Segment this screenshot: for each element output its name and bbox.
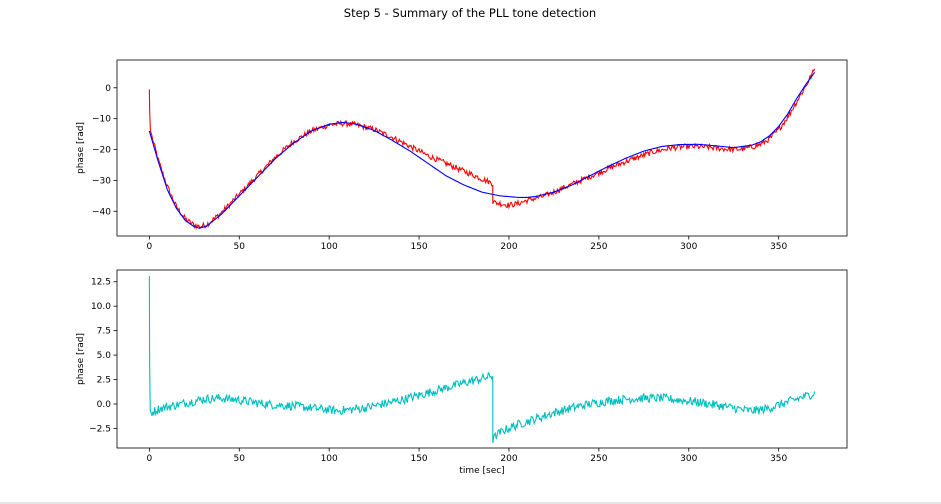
x-tick-label: 0: [146, 242, 152, 252]
x-tick-label: 50: [234, 454, 246, 464]
y-tick-label: 12.5: [91, 278, 111, 288]
bottom-phase-residual-plot: 0 50 100 150 200 250 300 350 −2.5 0.0 2.5 5.0 7.5 10.…: [76, 269, 848, 476]
axes-frame: [116, 59, 848, 237]
axes-frame: [116, 269, 848, 449]
y-tick-label: 2.5: [97, 376, 111, 386]
x-tick-label: 150: [410, 454, 427, 464]
x-axis-label: time [sec]: [459, 466, 504, 476]
series-line-0: [148, 68, 816, 230]
x-tick-label: 250: [590, 454, 607, 464]
x-tick-label: 250: [590, 242, 607, 252]
series-line-1: [148, 72, 816, 229]
x-tick-label: 200: [500, 454, 517, 464]
y-axis-label: phase [rad]: [76, 333, 86, 385]
y-tick-label: −10: [92, 115, 111, 125]
y-tick-label: 10.0: [91, 302, 111, 312]
y-tick-label: −20: [92, 146, 111, 156]
x-tick-label: 100: [321, 454, 338, 464]
x-tick-label: 300: [680, 242, 697, 252]
x-tick-label: 300: [680, 454, 697, 464]
y-tick-label: 0: [105, 84, 111, 94]
y-tick-label: 0.0: [97, 400, 112, 410]
x-tick-label: 0: [146, 454, 152, 464]
x-tick-label: 350: [770, 454, 787, 464]
figure-title: Step 5 - Summary of the PLL tone detecti…: [344, 6, 596, 20]
y-tick-label: 5.0: [97, 351, 112, 361]
series-line-0: [148, 275, 816, 444]
y-tick-label: −2.5: [89, 424, 111, 434]
y-tick-label: −30: [92, 176, 111, 186]
x-tick-label: 200: [500, 242, 517, 252]
y-tick-label: 7.5: [97, 327, 111, 337]
x-tick-label: 50: [234, 242, 246, 252]
y-tick-label: −40: [92, 207, 111, 217]
y-axis-label: phase [rad]: [76, 122, 86, 174]
x-tick-label: 350: [770, 242, 787, 252]
x-tick-label: 100: [321, 242, 338, 252]
window-bottom-edge: [0, 502, 941, 504]
x-tick-label: 150: [410, 242, 427, 252]
top-phase-plot: 0 50 100 150 200 250 300 350 0 −10 −20 −30 −40 phase …: [76, 59, 848, 252]
